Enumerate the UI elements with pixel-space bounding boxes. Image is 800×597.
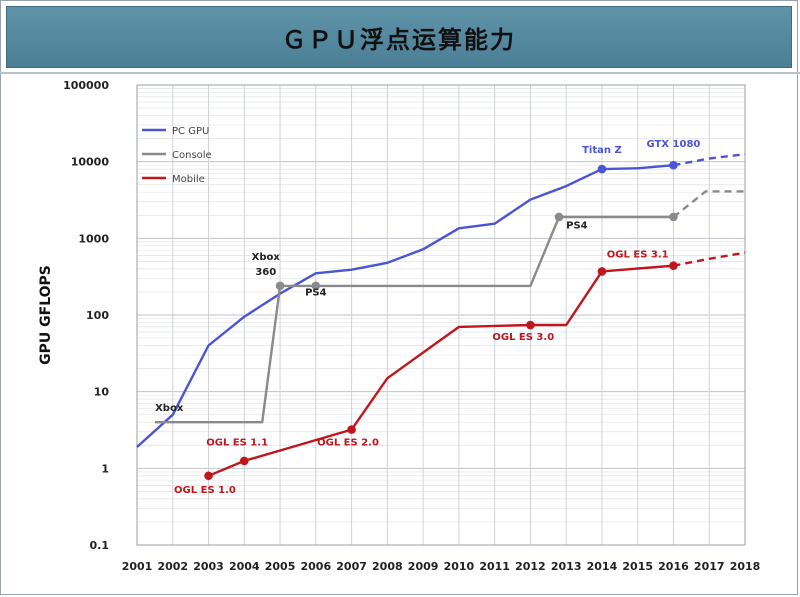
data-point-console — [669, 212, 678, 222]
x-tick-label: 2003 — [193, 560, 224, 573]
legend-label-mobile: Mobile — [172, 174, 205, 185]
x-tick-label: 2007 — [336, 560, 367, 573]
x-tick-label: 2013 — [551, 560, 582, 573]
data-point-console — [311, 281, 321, 291]
data-point-mobile — [526, 320, 535, 330]
data-point-pc-gpu — [669, 160, 678, 170]
x-tick-label: 2009 — [408, 560, 439, 573]
y-tick-label: 10000 — [71, 156, 110, 169]
plot-border — [136, 84, 746, 546]
annotation-label: OGL ES 3.1 — [607, 250, 669, 261]
x-tick-label: 2008 — [372, 560, 403, 573]
y-tick-label: 1 — [101, 462, 109, 475]
annotation-label: OGL ES 1.0 — [174, 485, 236, 496]
x-tick-label: 2014 — [587, 560, 618, 573]
data-point-console — [275, 281, 285, 291]
x-tick-label: 2010 — [444, 560, 475, 573]
data-point-mobile — [239, 456, 249, 466]
annotation-label: Xbox — [252, 252, 281, 263]
data-point-mobile — [669, 261, 678, 270]
x-tick-label: 2018 — [730, 560, 761, 573]
data-point-pc-gpu — [597, 164, 607, 174]
x-tick-label: 2015 — [622, 560, 653, 573]
series-projection-console — [672, 190, 745, 218]
annotation-label: OGL ES 2.0 — [317, 437, 379, 448]
x-tick-label: 2011 — [479, 560, 510, 573]
page-title: ＧＰＵ浮点运算能力 — [282, 25, 516, 54]
x-tick-label: 2001 — [122, 560, 153, 573]
x-tick-label: 2002 — [157, 560, 188, 573]
series-line-mobile — [208, 264, 674, 477]
title-bar: ＧＰＵ浮点运算能力 — [6, 6, 792, 68]
y-tick-label: 1000 — [78, 232, 109, 245]
series-projection-mobile — [673, 251, 746, 267]
series-line-pc-gpu — [136, 164, 674, 448]
annotation-label: 360 — [255, 267, 276, 278]
data-point-console — [554, 212, 564, 222]
data-point-mobile — [597, 267, 607, 276]
y-tick-label: 0.1 — [90, 539, 110, 552]
series-projection-pc-gpu — [673, 153, 746, 167]
x-tick-label: 2012 — [515, 560, 546, 573]
annotation-label: PS4 — [566, 220, 588, 231]
annotation-label: GTX 1080 — [647, 139, 701, 150]
legend-label-pc-gpu: PC GPU — [172, 126, 209, 137]
x-tick-label: 2006 — [301, 560, 332, 573]
legend-label-console: Console — [172, 150, 212, 161]
y-axis-label: GPU GFLOPS — [38, 265, 54, 365]
data-point-mobile — [347, 425, 356, 434]
y-tick-label: 100000 — [63, 79, 109, 92]
annotation-label: PS4 — [305, 287, 327, 298]
y-tick-label: 10 — [94, 386, 110, 399]
title-divider — [0, 72, 800, 74]
x-tick-label: 2017 — [694, 560, 725, 573]
annotation-label: OGL ES 3.0 — [492, 332, 554, 343]
y-tick-label: 100 — [86, 309, 109, 322]
x-tick-label: 2005 — [265, 560, 296, 573]
annotation-label: Titan Z — [582, 145, 622, 156]
annotation-label: Xbox — [155, 403, 184, 414]
x-tick-label: 2016 — [658, 560, 689, 573]
annotation-label: OGL ES 1.1 — [206, 437, 268, 448]
data-point-mobile — [204, 471, 213, 481]
x-tick-label: 2004 — [229, 560, 260, 573]
